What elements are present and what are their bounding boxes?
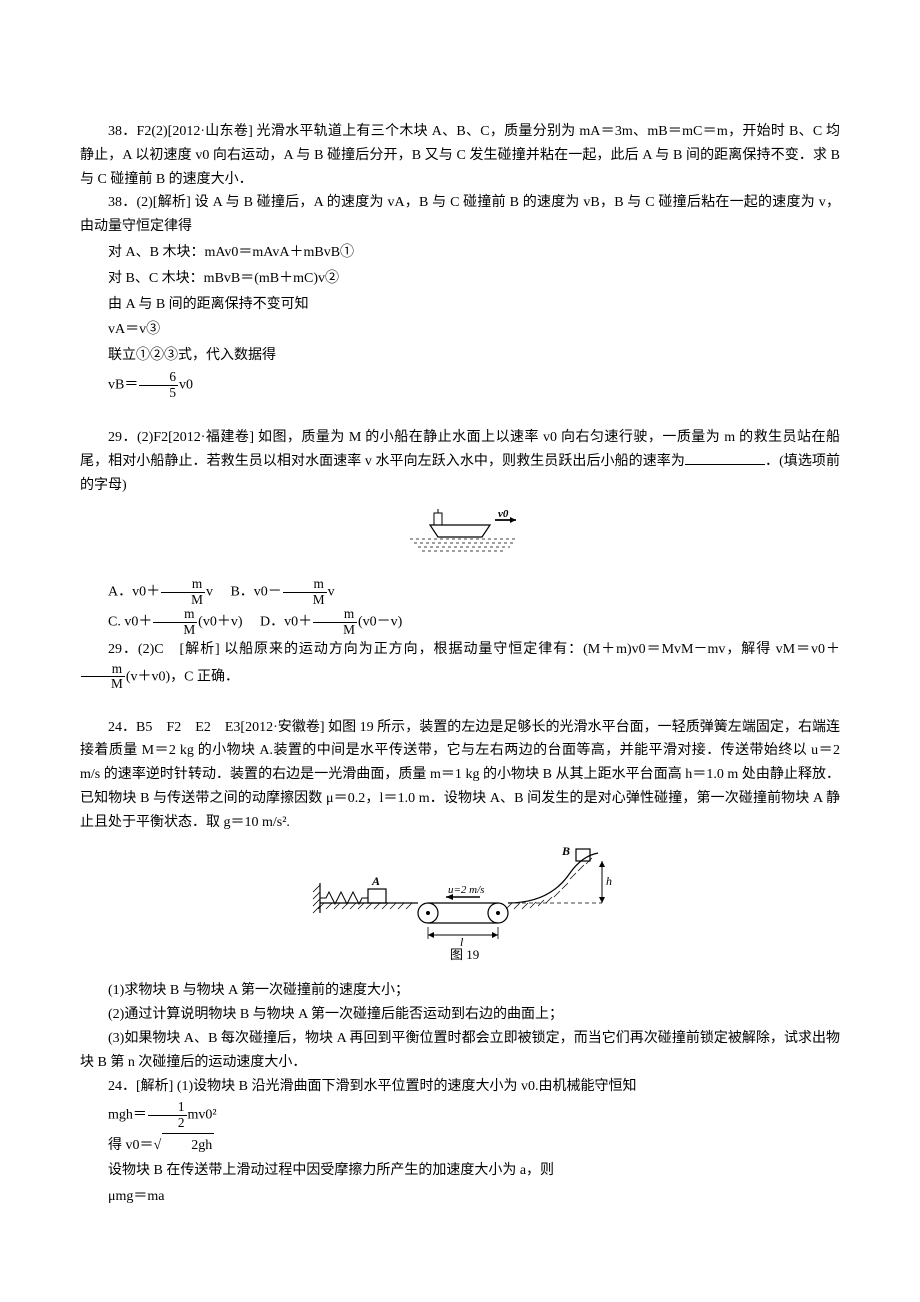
p38-eq3: vA＝v③	[80, 318, 840, 342]
frac-num: m	[81, 662, 125, 678]
opt-c-frac: mM	[153, 607, 197, 637]
fig-label-h: h	[606, 874, 612, 888]
p29-ans-b: (v＋v0)，C 正确．	[126, 669, 239, 684]
fig-caption: 图 19	[450, 947, 479, 962]
belt-figure: A u=2 m/s l	[80, 843, 840, 972]
p38-prompt: 38．F2(2)[2012·山东卷] 光滑水平轨道上有三个木块 A、B、C，质量…	[80, 120, 840, 191]
opt-d-pre: D．v0＋	[260, 615, 312, 630]
opt-b-frac: mM	[283, 577, 327, 607]
sqrt-sign	[154, 1138, 162, 1153]
frac-num: m	[161, 577, 205, 593]
frac-num: m	[283, 577, 327, 593]
p29-answer: 29．(2)C [解析] 以船原来的运动方向为正方向，根据动量守恒定律有：(M＋…	[80, 638, 840, 692]
opt-b-tail: v	[328, 585, 335, 600]
p38-eq-bc: 对 B、C 木块：mBvB＝(mB＋mC)v②	[80, 267, 840, 291]
belt-svg: A u=2 m/s l	[300, 843, 620, 963]
p38-vb-frac: 65	[139, 370, 178, 400]
frac-den: M	[153, 623, 197, 638]
p29-ans-frac: mM	[81, 662, 125, 692]
frac-num: m	[313, 607, 357, 623]
fig-label-b: B	[561, 844, 570, 858]
p38-vb-tail: v0	[179, 377, 193, 392]
p24-eq2-rad: 2gh	[162, 1133, 214, 1158]
opt-a-frac: mM	[161, 577, 205, 607]
p29-prompt: 29．(2)F2[2012·福建卷] 如图，质量为 M 的小船在静止水面上以速率…	[80, 426, 840, 497]
p24-eq1-tail: mv0²	[188, 1108, 217, 1123]
p29-ans-a: 29．(2)C [解析] 以船原来的运动方向为正方向，根据动量守恒定律有：(M＋…	[108, 642, 840, 657]
frac-num: 1	[148, 1100, 187, 1116]
frac-den: 2	[148, 1116, 187, 1131]
frac-den: M	[81, 677, 125, 692]
fig-label-a: A	[371, 874, 380, 888]
p24-q3: (3)如果物块 A、B 每次碰撞后，物块 A 再回到平衡位置时都会立即被锁定，而…	[80, 1027, 840, 1075]
frac-den: M	[161, 593, 205, 608]
p38-cond: 由 A 与 B 间的距离保持不变可知	[80, 293, 840, 317]
p24-eq2-pre: 得 v0＝	[108, 1138, 154, 1153]
opt-a-tail: v	[206, 585, 213, 600]
boat-v0-label: v0	[498, 508, 509, 520]
opt-d-frac: mM	[313, 607, 357, 637]
p24-q2: (2)通过计算说明物块 B 与物块 A 第一次碰撞后能否运动到右边的曲面上；	[80, 1003, 840, 1027]
p38-combine: 联立①②③式，代入数据得	[80, 344, 840, 368]
p29-options-ab: A．v0＋mMv B．v0－mMv	[80, 577, 840, 607]
opt-d-tail: (v0－v)	[358, 615, 402, 630]
p24-q1: (1)求物块 B 与物块 A 第一次碰撞前的速度大小；	[80, 979, 840, 1003]
p24-ans-intro: 24．[解析] (1)设物块 B 沿光滑曲面下滑到水平位置时的速度大小为 v0.…	[80, 1075, 840, 1099]
p24-line3: 设物块 B 在传送带上滑动过程中因受摩擦力所产生的加速度大小为 a，则	[80, 1159, 840, 1183]
p24-eq1-frac: 12	[148, 1100, 187, 1130]
opt-b-pre: B．v0－	[230, 585, 281, 600]
p29-options-cd: C. v0＋mM(v0＋v) D．v0＋mM(v0－v)	[80, 607, 840, 637]
opt-c-pre: C. v0＋	[108, 615, 152, 630]
p38-result: vB＝65v0	[80, 370, 840, 400]
boat-svg: v0	[390, 505, 530, 560]
frac-den: M	[283, 593, 327, 608]
frac-num: m	[153, 607, 197, 623]
opt-c-tail: (v0＋v)	[198, 615, 242, 630]
p24-prompt: 24．B5 F2 E2 E3[2012·安徽卷] 如图 19 所示，装置的左边是…	[80, 716, 840, 835]
fig-label-u: u=2 m/s	[448, 884, 484, 896]
p38-eq-ab: 对 A、B 木块：mAv0＝mAvA＋mBvB①	[80, 241, 840, 265]
p24-eq1: mgh＝12mv0²	[80, 1100, 840, 1130]
frac-den: 5	[139, 386, 178, 401]
frac-den: M	[313, 623, 357, 638]
opt-a-pre: A．v0＋	[108, 585, 160, 600]
fill-blank	[685, 450, 765, 465]
p38-ans-intro: 38．(2)[解析] 设 A 与 B 碰撞后，A 的速度为 vA，B 与 C 碰…	[80, 191, 840, 239]
frac-num: 6	[139, 370, 178, 386]
boat-figure: v0	[80, 505, 840, 569]
p24-eq1-pre: mgh＝	[108, 1108, 147, 1123]
p24-eq3: μmg＝ma	[80, 1185, 840, 1209]
p38-vb-label: vB＝	[108, 377, 138, 392]
p24-eq2: 得 v0＝ 2gh	[80, 1133, 840, 1158]
